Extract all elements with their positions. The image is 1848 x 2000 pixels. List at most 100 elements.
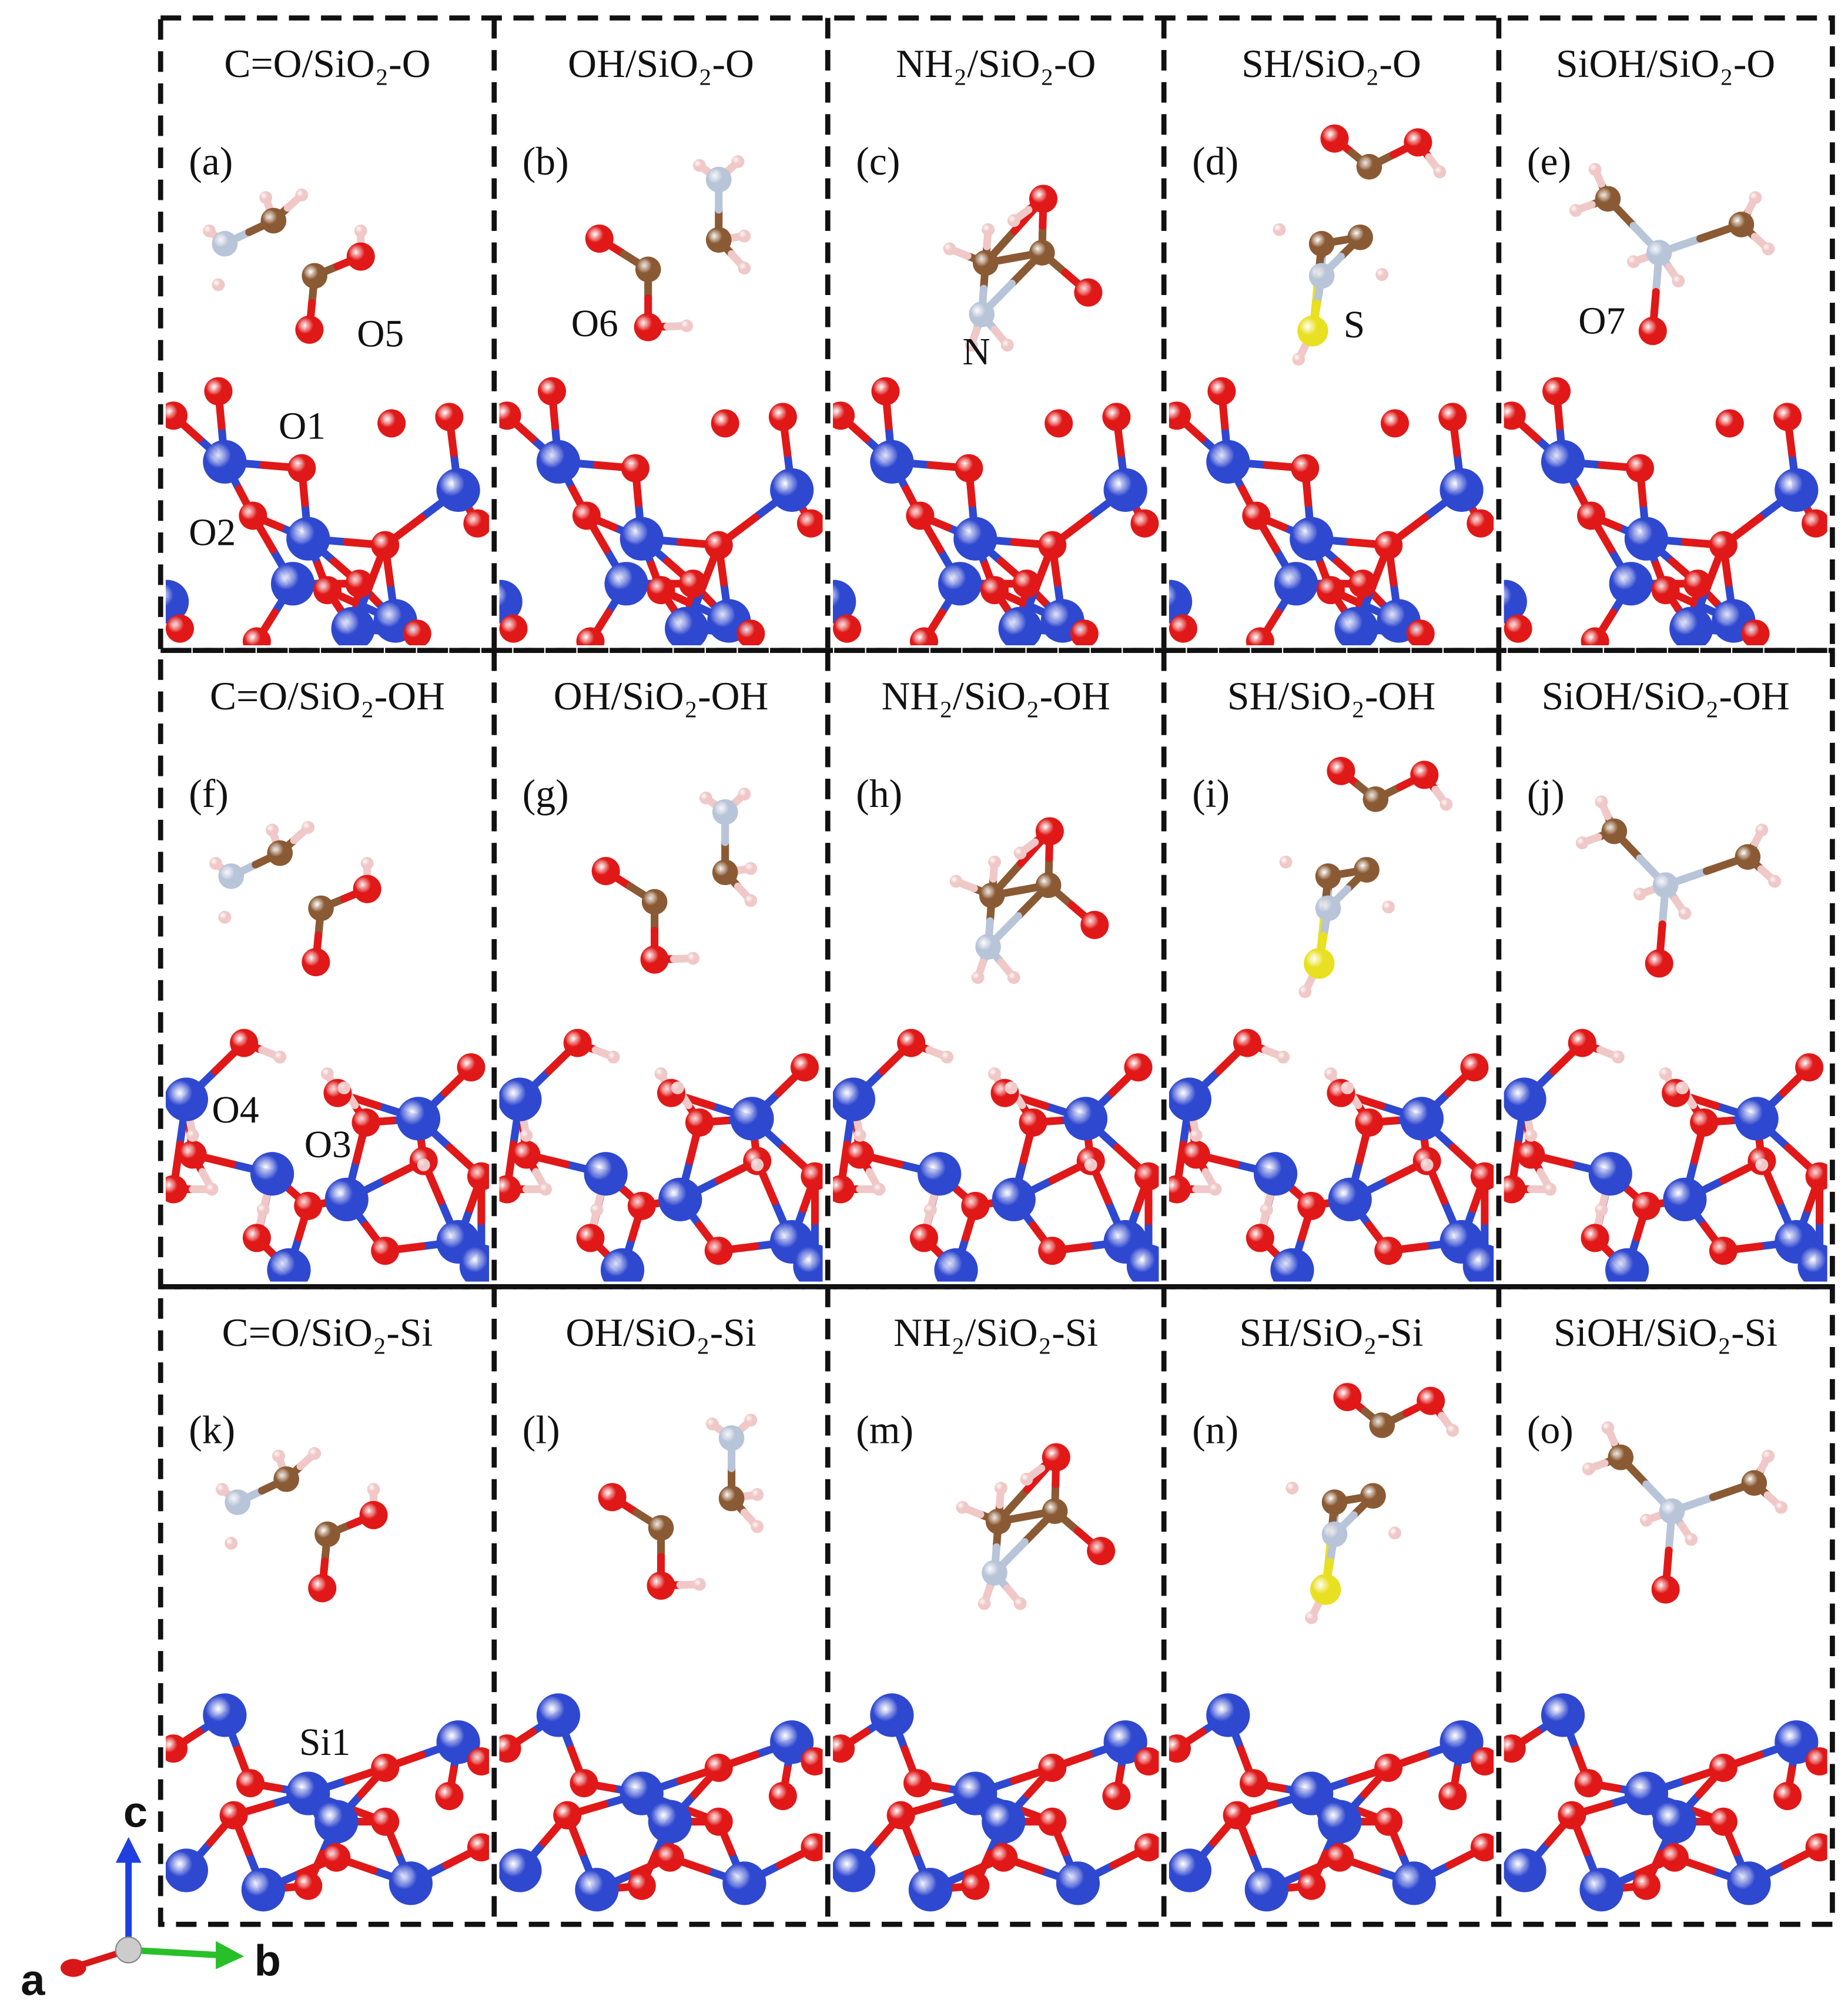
atom	[467, 1833, 490, 1862]
atom	[1683, 569, 1712, 598]
atom	[1608, 1444, 1634, 1470]
atom	[267, 840, 293, 866]
atom	[512, 1140, 541, 1169]
panel-label: (o)	[1527, 1408, 1574, 1452]
panel-title: SiOH/SiO₂-O	[1556, 42, 1775, 86]
panel: NH₂/SiO₂-OH (h)	[833, 674, 1159, 1282]
atom-label: O1	[279, 406, 326, 448]
atom	[965, 339, 978, 352]
atom	[620, 517, 664, 561]
panel: NH₂/SiO₂-Si (m)	[833, 1311, 1159, 1912]
atom	[1042, 1498, 1068, 1525]
atom	[1285, 1482, 1299, 1495]
atom	[324, 1177, 369, 1222]
atom	[576, 627, 605, 645]
atom	[833, 401, 855, 430]
atom	[1651, 1575, 1680, 1604]
atom	[1410, 761, 1439, 789]
atom-label: S	[1344, 304, 1365, 346]
atom	[671, 1081, 684, 1094]
panel-label: (f)	[189, 772, 229, 816]
atom	[1715, 409, 1744, 438]
structure	[1504, 163, 1827, 645]
atom	[1404, 128, 1432, 157]
atom	[1310, 1574, 1341, 1605]
atom	[1773, 1781, 1802, 1810]
atom	[371, 531, 400, 560]
atom	[871, 377, 900, 406]
atom	[1460, 1053, 1489, 1082]
atom	[576, 1224, 605, 1252]
panel-title: SH/SiO₂-OH	[1227, 674, 1435, 718]
atom	[313, 576, 342, 605]
atom	[308, 895, 334, 922]
atom	[770, 468, 814, 512]
atom	[1000, 339, 1014, 352]
atom	[1007, 971, 1020, 984]
atom	[972, 250, 999, 276]
atom	[1542, 377, 1571, 406]
atom	[647, 576, 675, 605]
atom	[1297, 315, 1328, 347]
atom	[204, 377, 233, 406]
panel-label: (n)	[1192, 1408, 1238, 1452]
atom	[1038, 531, 1067, 560]
atom	[627, 1191, 656, 1220]
atom	[1601, 818, 1628, 845]
atom	[259, 191, 273, 205]
panel: C=O/SiO₂-O (a) O5 O1 O2	[165, 42, 490, 645]
atom	[165, 614, 194, 643]
panel-label: (b)	[523, 139, 569, 183]
atom	[903, 1769, 932, 1798]
atom	[1318, 1800, 1362, 1844]
atom	[1375, 268, 1389, 282]
atom	[627, 1871, 656, 1900]
atom	[705, 227, 732, 253]
atom	[302, 948, 330, 977]
atom	[1595, 1203, 1608, 1217]
atom	[1316, 576, 1345, 605]
atom	[302, 263, 327, 289]
structure	[1504, 795, 1827, 1282]
atom	[718, 1425, 745, 1451]
atom	[1297, 1871, 1326, 1900]
atom	[1038, 1753, 1067, 1782]
atom	[1400, 1097, 1444, 1141]
atom	[870, 440, 914, 484]
atom	[266, 823, 279, 837]
atom	[1805, 1747, 1827, 1776]
atom	[980, 576, 1009, 605]
axis-c: c	[123, 1787, 148, 1836]
atom	[294, 1871, 323, 1900]
atom	[1260, 1203, 1273, 1217]
atom	[225, 1537, 238, 1550]
atom	[1169, 401, 1191, 430]
atom	[1775, 1500, 1788, 1514]
atom	[870, 1693, 914, 1737]
atom	[648, 1515, 674, 1541]
atom	[1273, 223, 1286, 236]
atom	[1134, 1162, 1159, 1191]
atom	[467, 1162, 490, 1191]
panel-title: OH/SiO₂-O	[568, 42, 754, 86]
atom	[553, 1801, 582, 1830]
atom	[620, 1771, 664, 1815]
panel-title: SH/SiO₂-O	[1241, 42, 1421, 86]
atom	[314, 1521, 340, 1547]
atom	[988, 855, 1001, 869]
atom	[1382, 900, 1395, 914]
atom	[287, 454, 316, 483]
axis-b: b	[255, 1937, 281, 1985]
atom	[242, 627, 271, 645]
atom	[1659, 1498, 1685, 1525]
atom	[640, 945, 669, 974]
atom	[704, 1807, 733, 1836]
atom-label: O4	[212, 1089, 259, 1131]
atom	[371, 1753, 400, 1782]
atom	[1581, 1224, 1609, 1252]
atom	[1374, 531, 1403, 560]
atom	[1417, 1386, 1445, 1415]
atom	[1638, 317, 1667, 346]
atom	[1070, 619, 1099, 645]
atom	[1470, 1747, 1494, 1776]
